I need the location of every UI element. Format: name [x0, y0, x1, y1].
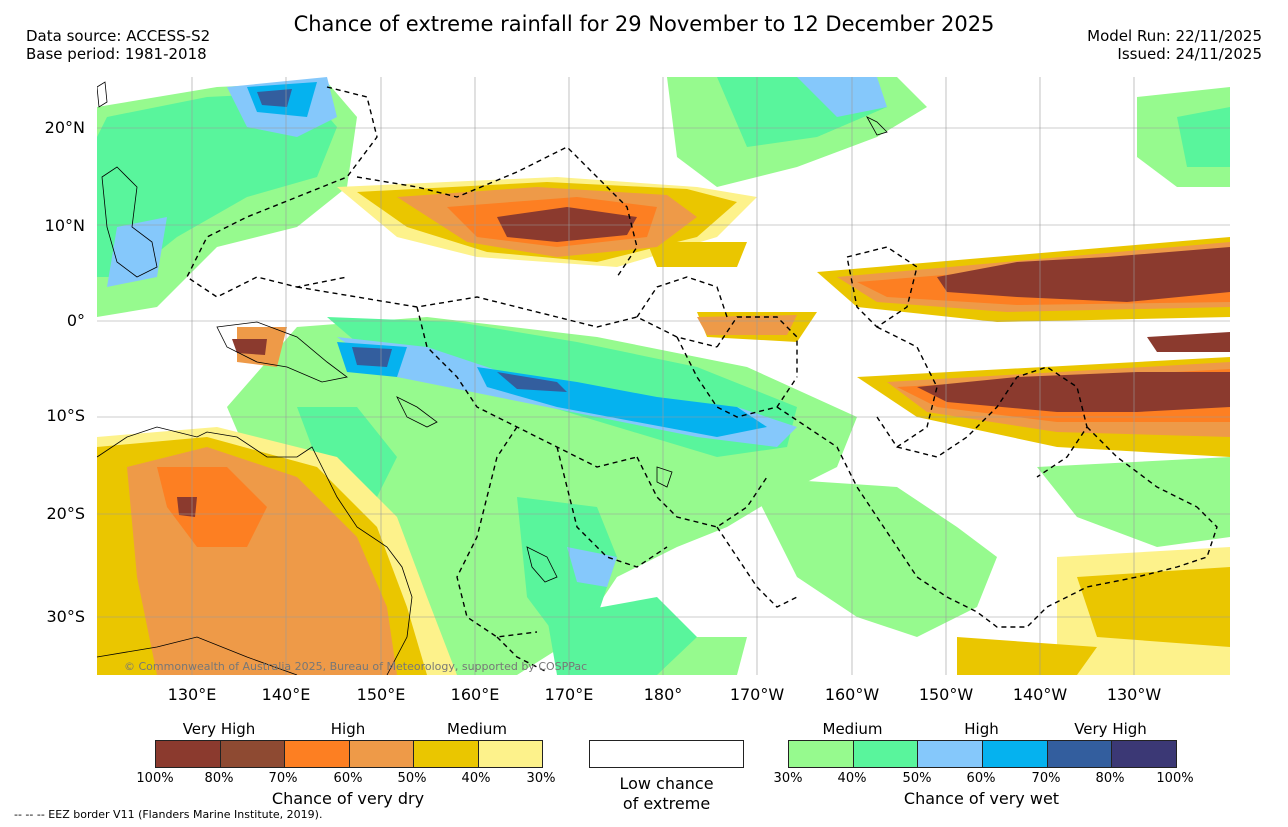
- low-chance-swatch: [589, 740, 744, 768]
- wet-tick: 30%: [773, 771, 803, 786]
- lon-label-130w: 130°W: [1106, 685, 1162, 704]
- base-period: Base period: 1981-2018: [26, 45, 207, 63]
- model-info-block: Model Run: 22/11/2025 Issued: 24/11/2025: [1087, 27, 1262, 63]
- wet-tick: 70%: [1031, 771, 1061, 786]
- wet-tick: 80%: [1095, 771, 1125, 786]
- wet-category-high: High: [964, 720, 999, 738]
- lat-label-20n: 20°N: [44, 118, 85, 137]
- lon-label-160w: 160°W: [824, 685, 880, 704]
- lon-label-170e: 170°E: [544, 685, 594, 704]
- coastlines: [97, 81, 888, 675]
- data-source: Data source: ACCESS-S2: [26, 27, 211, 45]
- wet-category-medium: Medium: [822, 720, 883, 738]
- dry-tick: 70%: [268, 771, 298, 786]
- dry-swatch-1: [156, 741, 221, 767]
- lon-label-150w: 150°W: [918, 685, 974, 704]
- lat-label-10s: 10°S: [46, 406, 85, 425]
- lat-label-30s: 30°S: [46, 607, 85, 626]
- data-source-block: Data source: ACCESS-S2 Base period: 1981…: [26, 27, 210, 63]
- dry-swatch-4: [349, 741, 414, 767]
- dry-tick: 80%: [204, 771, 234, 786]
- wet-tick: 60%: [966, 771, 996, 786]
- dry-legend-label: Chance of very dry: [271, 789, 425, 808]
- dry-swatch-3: [285, 741, 350, 767]
- copyright-notice: © Commonwealth of Australia 2025, Bureau…: [124, 660, 588, 673]
- lon-label-170w: 170°W: [729, 685, 785, 704]
- model-run: Model Run: 22/11/2025: [1087, 27, 1262, 45]
- dry-category-very-high: Very High: [182, 720, 256, 738]
- low-chance-line1: Low chance: [619, 774, 714, 793]
- rainfall-map: [97, 77, 1230, 675]
- dry-colorbar: [155, 740, 543, 768]
- lon-label-160e: 160°E: [450, 685, 500, 704]
- wet-swatch-1: [789, 741, 854, 767]
- lat-label-0: 0°: [66, 311, 85, 330]
- dry-tick: 40%: [461, 771, 491, 786]
- lat-label-10n: 10°N: [44, 216, 85, 235]
- eez-border-note: -- -- -- EEZ border V11 (Flanders Marine…: [14, 808, 323, 821]
- lon-label-140w: 140°W: [1012, 685, 1068, 704]
- dry-category-high: High: [330, 720, 366, 738]
- lon-label-180: 180°: [643, 685, 683, 704]
- wet-swatch-3: [918, 741, 984, 767]
- dry-tick: 60%: [333, 771, 363, 786]
- dry-extreme-areas: [177, 207, 1230, 517]
- low-chance-line2: of extreme: [622, 794, 711, 813]
- wet-swatch-5: [1047, 741, 1113, 767]
- wet-swatch-2: [853, 741, 919, 767]
- dry-swatch-2: [220, 741, 285, 767]
- dry-category-medium: Medium: [447, 720, 507, 738]
- low-chance-label: Low chance of extreme: [589, 774, 744, 814]
- wet-extreme-areas: [257, 89, 567, 392]
- wet-swatch-6: [1112, 741, 1177, 767]
- dry-tick: 100%: [136, 771, 174, 786]
- dry-swatch-5: [414, 741, 479, 767]
- lat-label-20s: 20°S: [46, 504, 85, 523]
- wet-swatch-4: [983, 741, 1048, 767]
- dry-tick: 30%: [526, 771, 556, 786]
- lon-label-150e: 150°E: [356, 685, 406, 704]
- wet-colorbar: [788, 740, 1177, 768]
- wet-tick: 100%: [1156, 771, 1194, 786]
- wet-tick: 40%: [837, 771, 867, 786]
- wet-legend-label: Chance of very wet: [903, 789, 1060, 808]
- map-title: Chance of extreme rainfall for 29 Novemb…: [293, 12, 995, 36]
- lon-label-130e: 130°E: [167, 685, 217, 704]
- wet-category-very-high: Very High: [1074, 720, 1147, 738]
- dry-tick: 50%: [397, 771, 427, 786]
- lon-label-140e: 140°E: [261, 685, 311, 704]
- eez-borders: [186, 86, 1218, 673]
- issued-date: Issued: 24/11/2025: [1117, 45, 1262, 63]
- map-gridlines: [97, 77, 1230, 675]
- dry-swatch-6: [478, 741, 542, 767]
- wet-tick: 50%: [902, 771, 932, 786]
